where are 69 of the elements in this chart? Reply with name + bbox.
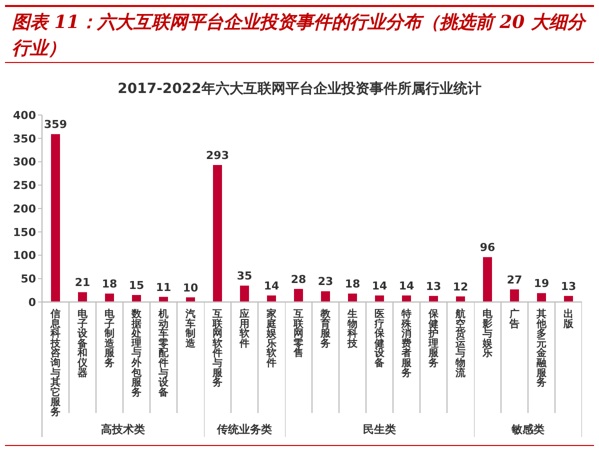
bar [510, 289, 519, 302]
data-label: 10 [182, 281, 198, 294]
x-tick-label: 其他多元金融服务 [536, 308, 548, 389]
bar [78, 292, 87, 302]
y-tick-label: 300 [13, 156, 36, 169]
data-label: 96 [480, 241, 496, 254]
data-label: 18 [344, 278, 360, 291]
data-label: 11 [156, 280, 172, 294]
x-tick-label: 特殊消费者服务 [400, 308, 412, 379]
bar [348, 294, 357, 302]
x-tick-label: 生物科技 [346, 308, 358, 350]
x-axis-title: 敏感类 [510, 423, 544, 436]
data-label: 23 [318, 275, 334, 288]
x-axis-title: 民生类 [363, 423, 396, 436]
x-tick-label: 电影与娱乐 [482, 308, 494, 360]
y-tick-label: 100 [13, 249, 36, 262]
bar [321, 291, 330, 302]
y-tick-label: 150 [13, 226, 36, 239]
x-tick-label: 应用软件 [238, 308, 250, 350]
category-label: 数据处理与外包服务 [132, 309, 142, 398]
data-label: 14 [398, 279, 414, 292]
y-tick-label: 250 [13, 179, 36, 192]
data-label: 27 [506, 273, 522, 286]
bar [429, 296, 438, 302]
bar [105, 294, 114, 302]
y-tick-label: 350 [13, 132, 36, 146]
x-tick-label: 汽车制造 [184, 308, 196, 350]
x-tick-label: 广告 [508, 308, 520, 330]
data-label: 28 [290, 272, 306, 286]
y-tick-label: 50 [20, 272, 36, 286]
x-axis-title: 传统业务类 [216, 423, 272, 436]
data-label: 14 [372, 279, 388, 292]
x-tick-label: 电子设备和仪器 [76, 308, 88, 379]
x-tick-label: 教育服务 [320, 308, 332, 350]
bar [294, 288, 303, 302]
data-label: 12 [452, 280, 468, 294]
x-tick-label: 出版 [562, 308, 574, 330]
data-label: 21 [74, 276, 90, 290]
x-tick-label: 互联网零售 [292, 309, 304, 360]
data-label: 293 [206, 149, 229, 162]
bar [375, 295, 384, 302]
x-tick-label: 家庭娱乐软件 [266, 308, 278, 369]
data-label: 18 [102, 278, 118, 291]
data-label: 14 [264, 279, 280, 292]
bar [483, 257, 492, 302]
data-label: 19 [534, 277, 550, 290]
data-label: 13 [426, 280, 442, 293]
text: 图表 11：六大互联网平台企业投资事件的行业分布（挑选前 20 大细分行业） [12, 11, 588, 61]
data-label: 13 [560, 280, 576, 293]
x-tick-label: 航空货运与物流 [454, 308, 466, 379]
bar [51, 134, 60, 302]
y-tick-label: 0 [28, 296, 36, 309]
x-axis-title: 高技术类 [101, 423, 145, 436]
x-tick-label: 互联网软件与服务 [212, 309, 224, 389]
category-label: 信息科技咨询与其它服务 [50, 309, 60, 418]
bar [132, 294, 141, 302]
bar [537, 293, 546, 302]
data-label: 35 [236, 270, 252, 283]
data-label: 359 [44, 118, 67, 132]
x-tick-label: 医疗保健设备 [374, 308, 386, 369]
x-tick-label: 保健护理服务 [428, 308, 440, 369]
bar [564, 296, 573, 302]
data-label: 15 [128, 278, 144, 292]
y-tick-label: 400 [13, 108, 36, 122]
x-tick-label: 电子制造服务 [104, 308, 116, 369]
text: 2017-2022年六大互联网平台企业投资事件所属行业统计 [116, 80, 482, 98]
bar [402, 295, 411, 302]
y-tick-label: 200 [13, 202, 36, 216]
category-label: 机动车零配件与设备 [158, 309, 168, 398]
